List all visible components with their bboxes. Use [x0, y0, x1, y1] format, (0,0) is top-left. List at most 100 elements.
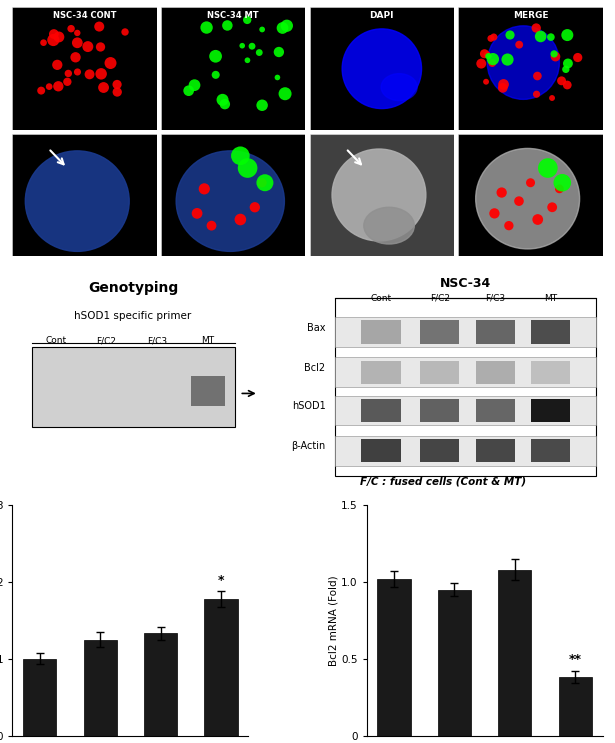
- Point: [557, 75, 566, 87]
- Ellipse shape: [25, 151, 129, 251]
- Point: [98, 82, 108, 94]
- Text: MT: MT: [201, 336, 215, 345]
- Point: [487, 57, 497, 69]
- Point: [533, 70, 542, 82]
- Point: [49, 34, 58, 46]
- Bar: [531, 360, 570, 384]
- Point: [280, 88, 290, 100]
- Point: [247, 40, 257, 52]
- Bar: [475, 439, 515, 462]
- Point: [550, 51, 560, 62]
- Point: [257, 177, 267, 189]
- Point: [236, 213, 245, 225]
- Point: [498, 82, 508, 94]
- Point: [39, 36, 49, 48]
- Text: F/C : fused cells (Cont & MT): F/C : fused cells (Cont & MT): [360, 477, 526, 487]
- Point: [202, 22, 212, 33]
- Point: [505, 29, 515, 41]
- Point: [531, 88, 541, 100]
- Text: F/C3: F/C3: [485, 293, 505, 303]
- Point: [557, 177, 567, 189]
- Point: [44, 81, 54, 93]
- Bar: [558, 677, 592, 736]
- Text: MT: MT: [544, 293, 557, 303]
- Point: [236, 150, 245, 162]
- Point: [555, 183, 565, 195]
- Point: [482, 49, 492, 61]
- Point: [71, 51, 81, 63]
- Point: [192, 207, 202, 219]
- Bar: [362, 320, 400, 343]
- Bar: [204, 599, 238, 736]
- Point: [250, 201, 260, 213]
- Bar: [475, 360, 515, 384]
- Ellipse shape: [487, 26, 560, 100]
- Point: [526, 177, 536, 189]
- Text: DAPI: DAPI: [370, 11, 394, 20]
- Point: [242, 14, 252, 26]
- Y-axis label: Bcl2 mRNA (Fold): Bcl2 mRNA (Fold): [328, 575, 338, 666]
- Point: [546, 31, 556, 43]
- Bar: [362, 360, 400, 384]
- Ellipse shape: [176, 151, 284, 251]
- Point: [96, 68, 106, 80]
- Text: Genotyping: Genotyping: [88, 281, 178, 295]
- Point: [63, 76, 73, 88]
- Point: [562, 79, 572, 91]
- Text: F/C2: F/C2: [430, 293, 450, 303]
- Bar: [531, 320, 570, 343]
- Text: Bax: Bax: [307, 322, 325, 333]
- Point: [536, 30, 546, 42]
- Point: [73, 37, 82, 49]
- Point: [106, 57, 116, 69]
- Point: [85, 68, 95, 80]
- Bar: [335, 317, 596, 347]
- Point: [543, 162, 553, 174]
- Bar: [531, 439, 570, 462]
- Ellipse shape: [342, 29, 421, 108]
- Point: [499, 79, 509, 91]
- Bar: [31, 347, 234, 427]
- Point: [49, 28, 59, 40]
- Ellipse shape: [381, 74, 417, 100]
- Text: **: **: [569, 653, 582, 666]
- Point: [531, 22, 541, 34]
- Bar: [475, 399, 515, 422]
- Point: [272, 71, 282, 83]
- Point: [481, 76, 491, 88]
- Text: F/C2: F/C2: [97, 336, 116, 345]
- Point: [73, 27, 82, 39]
- Bar: [420, 399, 459, 422]
- Point: [223, 19, 232, 31]
- Point: [561, 63, 571, 75]
- Point: [52, 59, 62, 71]
- Bar: [335, 298, 596, 476]
- Point: [54, 80, 63, 92]
- Point: [547, 92, 557, 104]
- Point: [257, 100, 267, 111]
- Point: [199, 183, 209, 195]
- Bar: [498, 570, 531, 736]
- Point: [242, 54, 252, 66]
- Point: [220, 98, 230, 110]
- Point: [260, 177, 270, 189]
- Point: [255, 47, 264, 59]
- Bar: [335, 395, 596, 425]
- Point: [112, 79, 122, 91]
- Text: Bcl2: Bcl2: [304, 363, 325, 373]
- Point: [562, 29, 572, 41]
- Point: [533, 213, 542, 225]
- Point: [483, 51, 493, 62]
- Point: [277, 22, 287, 34]
- Point: [36, 85, 46, 97]
- Bar: [420, 360, 459, 384]
- Point: [218, 94, 228, 106]
- Point: [514, 195, 524, 207]
- Bar: [362, 399, 400, 422]
- Bar: [362, 439, 400, 462]
- Text: F/C3: F/C3: [147, 336, 167, 345]
- Bar: [84, 640, 117, 736]
- Point: [573, 51, 582, 63]
- Point: [207, 220, 216, 232]
- Bar: [420, 439, 459, 462]
